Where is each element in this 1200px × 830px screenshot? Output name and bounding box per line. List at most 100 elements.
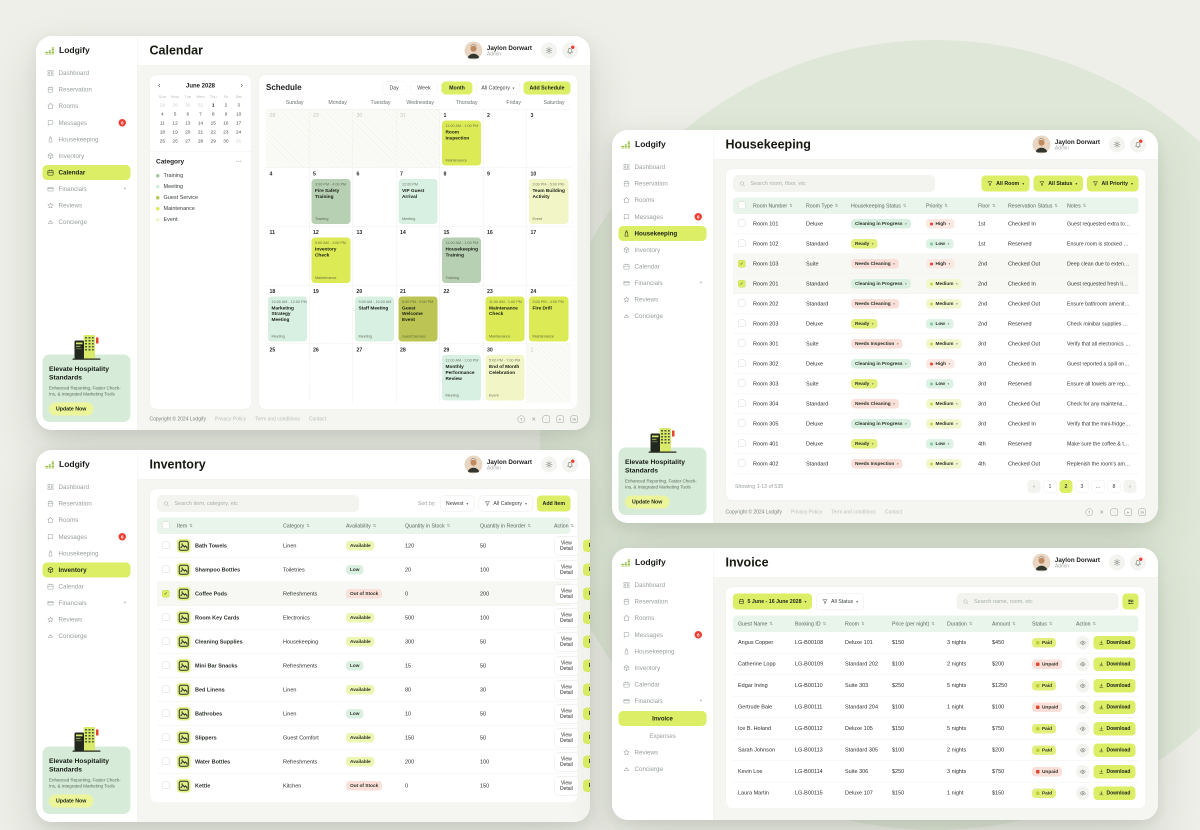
calendar-day-cell[interactable]: 3 <box>527 110 571 168</box>
view-detail-button[interactable]: View Detail <box>554 728 579 748</box>
calendar-event[interactable]: 12:00 PM VIP Guest Arrival Meeting <box>398 179 438 225</box>
instagram-icon[interactable]: ◦ <box>542 415 550 423</box>
update-now-button[interactable]: Update Now <box>625 495 670 509</box>
download-button[interactable]: Download <box>1093 678 1136 693</box>
view-detail-button[interactable]: View Detail <box>554 584 579 604</box>
sidebar-item-calendar[interactable]: Calendar <box>42 165 131 180</box>
table-row[interactable]: Catherine Lopp LG-B00109 Standard 202 $100 2… <box>733 654 1139 675</box>
table-row[interactable]: Gertrude Bale LG-B00111 Standard 204 $100 1 … <box>733 697 1139 718</box>
facebook-icon[interactable]: f <box>1085 508 1093 516</box>
column-header[interactable]: Reservation Status ⇅ <box>1008 202 1058 209</box>
mini-day[interactable]: 6 <box>186 111 190 118</box>
reorder-button[interactable]: Reorder <box>582 779 590 792</box>
update-now-button[interactable]: Update Now <box>49 402 94 416</box>
sidebar-item-dashboard[interactable]: Dashboard <box>43 66 131 81</box>
row-checkbox[interactable]: ✓ <box>162 590 170 598</box>
table-row[interactable]: Water Bottles Refreshments Available 200 100… <box>157 750 590 774</box>
search-input[interactable] <box>749 180 929 187</box>
category-item[interactable]: Meeting <box>156 181 245 192</box>
row-checkbox[interactable] <box>162 709 170 717</box>
update-now-button[interactable]: Update Now <box>49 794 94 808</box>
calendar-event[interactable]: 3:00 PM - 4:00 PM Fire Drill Maintenance <box>529 296 569 342</box>
user-chip[interactable]: Jaylon Dorwart Admin <box>464 455 532 474</box>
row-checkbox[interactable] <box>162 613 170 621</box>
sidebar-item-housekeeping[interactable]: Housekeeping <box>619 644 707 659</box>
table-row[interactable]: Bed Linens Linen Available 80 30 View DetailR… <box>157 678 590 702</box>
calendar-event[interactable]: 6:00 PM - 9:00 PM Guest Welcome Event Gues… <box>398 296 438 342</box>
table-row[interactable]: Room 401 Deluxe Ready ▾ Low ▾ 4th Reserved Make … <box>733 434 1139 454</box>
filter-all-priority[interactable]: All Priority ▾ <box>1086 175 1139 192</box>
view-day-button[interactable]: Day <box>381 81 407 95</box>
view-month-button[interactable]: Month <box>441 81 473 95</box>
footer-link[interactable]: Privacy Policy <box>215 416 247 423</box>
search-field[interactable] <box>733 175 935 192</box>
date-range-select[interactable]: 5 June - 16 June 2028 ▾ <box>733 593 812 610</box>
calendar-day-cell[interactable]: 11 <box>266 226 310 285</box>
calendar-day-cell[interactable]: 5 3:00 PM - 4:00 PM Fire Safety Training Tr… <box>310 168 353 227</box>
row-checkbox[interactable]: ✓ <box>738 280 746 288</box>
table-row[interactable]: Bathrobes Linen Low 10 50 View DetailReorder <box>157 702 590 726</box>
download-button[interactable]: Download <box>1093 786 1136 800</box>
row-checkbox[interactable] <box>738 319 746 327</box>
next-month-button[interactable]: › <box>240 81 243 90</box>
mini-day[interactable]: 9 <box>224 111 228 118</box>
view-detail-button[interactable]: View Detail <box>554 656 579 676</box>
mini-day[interactable]: 26 <box>172 138 178 145</box>
mini-day[interactable]: 18 <box>159 129 165 136</box>
sidebar-item-housekeeping[interactable]: Housekeeping <box>618 226 707 241</box>
calendar-event[interactable]: 3:00 PM - 4:00 PM Fire Safety Training Tra… <box>311 179 351 225</box>
housekeeping-status-select[interactable]: Needs Inspection ▾ <box>851 339 903 349</box>
column-header[interactable]: Amount ⇅ <box>992 620 1016 627</box>
mini-day[interactable]: 7 <box>199 111 202 118</box>
column-header[interactable]: Housekeeping Status ⇅ <box>851 202 907 209</box>
prev-month-button[interactable]: ‹ <box>158 81 161 90</box>
calendar-day-cell[interactable]: 27 <box>353 343 397 403</box>
calendar-day-cell[interactable]: 4 <box>266 168 310 227</box>
column-header[interactable]: Room ⇅ <box>845 620 865 627</box>
sidebar-item-rooms[interactable]: Rooms <box>43 513 131 528</box>
view-detail-button[interactable]: View Detail <box>554 632 579 652</box>
sidebar-item-financials[interactable]: Financials ▾ <box>619 276 707 291</box>
sidebar-item-concierge[interactable]: Concierge <box>619 762 707 777</box>
calendar-day-cell[interactable]: 1 11:00 AM - 1:00 PM Room Inspection Mainte… <box>440 109 484 168</box>
sidebar-item-messages[interactable]: Messages 6 <box>43 529 131 545</box>
row-checkbox[interactable] <box>738 359 746 367</box>
sidebar-item-reviews[interactable]: Reviews <box>619 292 707 307</box>
housekeeping-status-select[interactable]: Cleaning in Progress ▾ <box>851 359 911 369</box>
table-row[interactable]: Room 101 Deluxe Cleaning in Progress ▾ High ▾… <box>733 214 1139 234</box>
mini-day[interactable]: 29 <box>210 138 216 145</box>
sidebar-item-dashboard[interactable]: Dashboard <box>619 578 707 593</box>
calendar-event[interactable]: 11:00 AM - 1:00 PM Maintenance Check Maint… <box>485 296 525 342</box>
footer-link[interactable]: Contact <box>884 509 903 516</box>
sidebar-item-financials[interactable]: Financials ▾ <box>43 596 131 611</box>
column-header[interactable]: Category ⇅ <box>283 522 310 529</box>
page-button[interactable]: 2 <box>1059 480 1073 493</box>
calendar-event[interactable]: 9:00 AM - 1:00 PM Inventory Check Maintena… <box>311 237 351 283</box>
calendar-event[interactable]: 5:00 PM - 7:00 PM End of Month Celebratio… <box>485 354 525 401</box>
housekeeping-status-select[interactable]: Needs Inspection ▾ <box>851 459 903 469</box>
priority-select[interactable]: Low ▾ <box>926 379 954 389</box>
calendar-day-cell[interactable]: 23 11:00 AM - 1:00 PM Maintenance Check Mai… <box>484 285 527 344</box>
calendar-day-cell[interactable]: 19 <box>310 285 353 344</box>
facebook-icon[interactable]: f <box>517 415 525 423</box>
calendar-day-cell[interactable]: 6 <box>353 168 397 227</box>
table-row[interactable]: Room 302 Deluxe Cleaning in Progress ▾ High ▾… <box>733 354 1139 374</box>
linkedin-icon[interactable]: in <box>1138 508 1146 516</box>
mini-day[interactable]: 17 <box>235 120 242 127</box>
page-button[interactable]: ... <box>1091 480 1105 493</box>
x-icon[interactable]: ✕ <box>531 416 536 423</box>
settings-button[interactable] <box>541 456 557 473</box>
category-item[interactable]: Guest Service <box>156 192 245 203</box>
table-row[interactable]: Room 305 Deluxe Cleaning in Progress ▾ Mediu… <box>733 414 1139 434</box>
user-chip[interactable]: Jaylon Dorwart Admin <box>1032 135 1100 154</box>
sidebar-item-calendar[interactable]: Calendar <box>619 677 707 692</box>
priority-select[interactable]: Medium ▾ <box>926 399 962 409</box>
mini-day[interactable]: 30 <box>185 102 191 109</box>
column-header[interactable]: Booking ID ⇅ <box>795 620 827 627</box>
page-button[interactable]: 8 <box>1107 480 1121 493</box>
row-checkbox[interactable] <box>738 439 746 447</box>
column-header[interactable]: Room Number ⇅ <box>753 202 793 209</box>
calendar-day-cell[interactable]: 31 <box>396 109 440 168</box>
sidebar-item-reviews[interactable]: Reviews <box>43 612 131 627</box>
calendar-event[interactable]: 10:00 AM - 12:00 PM Marketing Strategy Me… <box>268 296 307 342</box>
